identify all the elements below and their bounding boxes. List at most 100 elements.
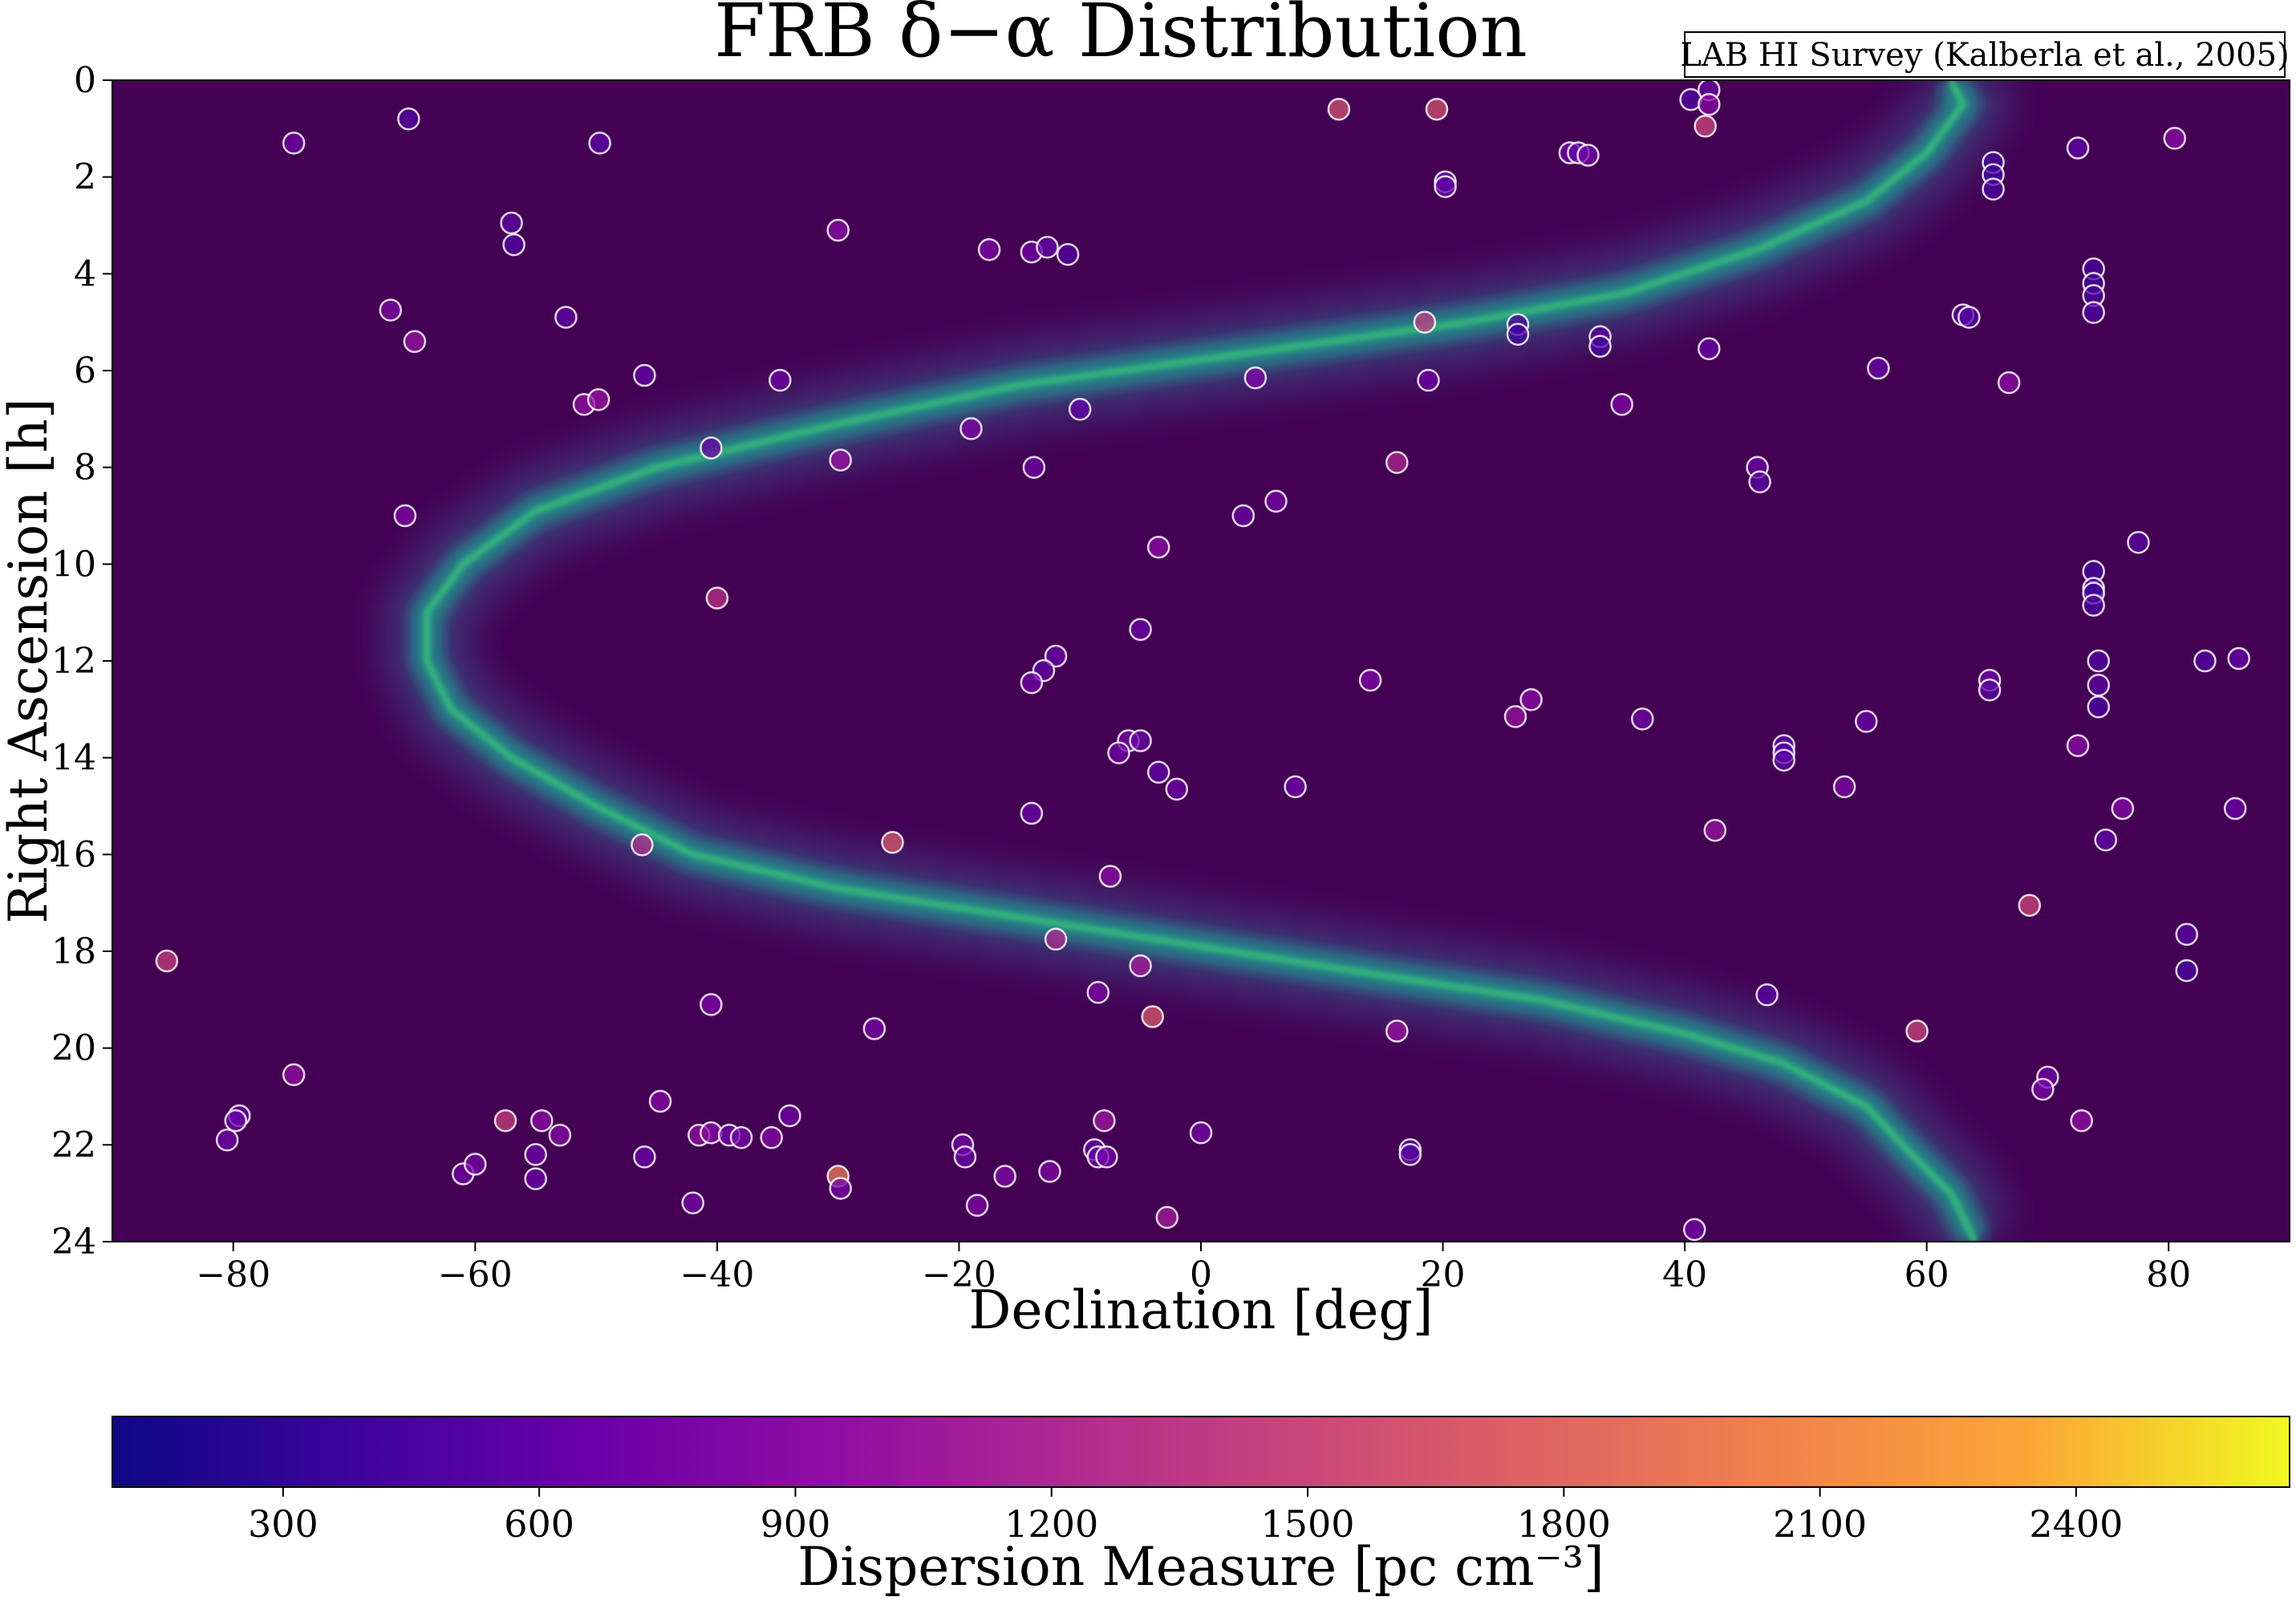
frb-point-0 <box>397 107 420 131</box>
colorbar-tick-label: 1200 <box>1004 1502 1098 1546</box>
frb-point-106 <box>155 949 179 973</box>
frb-point-137 <box>681 1191 704 1214</box>
frb-point-1 <box>282 132 306 155</box>
frb-point-73 <box>2087 649 2111 673</box>
frb-point-24 <box>1036 235 1059 259</box>
frb-point-48 <box>586 387 611 411</box>
frb-point-90 <box>2066 734 2090 757</box>
frb-point-52 <box>959 417 983 440</box>
frb-points <box>155 78 2250 1242</box>
frb-point-107 <box>1044 927 1068 951</box>
y-tick-label: 6 <box>74 351 96 391</box>
annotation-text: LAB HI Survey (Kalberla et al., 2005) <box>1680 37 2289 74</box>
frb-point-150 <box>1155 1206 1179 1230</box>
frb-point-76 <box>2193 649 2217 673</box>
frb-point-53 <box>829 448 852 472</box>
frb-point-51 <box>700 436 723 460</box>
colorbar-tick-label: 900 <box>761 1502 831 1546</box>
frb-point-134 <box>729 1126 753 1149</box>
frb-point-69 <box>1044 644 1068 668</box>
x-axis-ticks: −80 −60 −40 −20 0 20 40 60 80 <box>196 1242 2191 1295</box>
frb-point-79 <box>1978 678 2002 702</box>
frb-point-104 <box>2175 922 2199 946</box>
frb-point-148 <box>1093 1108 1116 1133</box>
x-tick-label: −20 <box>922 1254 996 1295</box>
frb-point-130 <box>633 1145 656 1169</box>
frb-point-71 <box>1020 671 1044 695</box>
frb-point-118 <box>2031 1077 2055 1101</box>
x-tick-label: 80 <box>2146 1254 2191 1295</box>
frb-point-60 <box>1264 489 1288 513</box>
y-tick-label: 18 <box>51 931 96 972</box>
x-tick-label: −60 <box>438 1254 513 1295</box>
frb-point-38 <box>1698 337 1721 361</box>
frb-point-93 <box>1284 775 1307 799</box>
frb-point-124 <box>530 1108 554 1133</box>
frb-point-8 <box>1694 115 1717 138</box>
y-tick-label: 24 <box>51 1222 96 1262</box>
frb-point-98 <box>2094 828 2118 852</box>
frb-point-114 <box>1385 1019 1409 1043</box>
frb-point-129 <box>464 1153 487 1176</box>
frb-point-7 <box>1698 92 1721 116</box>
y-tick-label: 20 <box>51 1028 96 1069</box>
frb-point-63 <box>705 586 729 610</box>
y-tick-label: 10 <box>51 544 96 585</box>
frb-point-20 <box>502 233 525 257</box>
y-tick-label: 22 <box>51 1125 96 1165</box>
frb-point-10 <box>2066 136 2090 160</box>
x-tick-label: 0 <box>1190 1254 1212 1295</box>
frb-point-135 <box>760 1126 783 1149</box>
frb-point-110 <box>1086 981 1110 1004</box>
frb-point-109 <box>700 993 723 1016</box>
frb-point-55 <box>1385 451 1409 474</box>
x-tick-label: −40 <box>679 1254 754 1295</box>
frb-point-112 <box>1755 983 1779 1007</box>
frb-point-62 <box>2127 530 2150 554</box>
frb-point-31 <box>554 306 578 329</box>
x-tick-label: 20 <box>1421 1254 1466 1295</box>
frb-point-141 <box>953 1145 977 1169</box>
frb-point-22 <box>977 237 1001 261</box>
frb-point-77 <box>2227 646 2250 671</box>
frb-point-42 <box>769 368 792 392</box>
frb-point-108 <box>1129 954 1152 978</box>
y-tick-label: 2 <box>74 157 96 198</box>
y-axis-label: Right Ascension [h] <box>0 398 59 923</box>
frb-point-111 <box>1141 1005 1164 1028</box>
frb-point-44 <box>1417 368 1440 392</box>
frb-point-49 <box>1068 398 1092 421</box>
frb-point-152 <box>1398 1143 1422 1166</box>
x-tick-label: 40 <box>1662 1254 1707 1295</box>
frb-point-50 <box>1610 392 1633 416</box>
colorbar-tick-label: 300 <box>248 1502 318 1546</box>
frb-point-25 <box>1056 242 1080 266</box>
y-tick-label: 8 <box>74 448 96 488</box>
frb-point-58 <box>393 504 417 528</box>
frb-point-126 <box>524 1143 547 1166</box>
frb-point-147 <box>1095 1145 1118 1169</box>
frb-point-115 <box>1905 1019 1929 1043</box>
frb-point-127 <box>524 1167 547 1190</box>
frb-point-29 <box>2082 301 2105 324</box>
frb-point-91 <box>1146 760 1170 784</box>
frb-point-101 <box>1703 818 1727 842</box>
frb-point-41 <box>633 363 656 387</box>
frb-point-97 <box>2223 796 2247 821</box>
x-tick-label: 60 <box>1905 1254 1949 1295</box>
frb-point-86 <box>1107 741 1130 764</box>
frb-point-19 <box>500 211 523 235</box>
colorbar-tick-label: 1500 <box>1261 1502 1355 1546</box>
hi-survey-background <box>112 80 2290 1242</box>
frb-point-16 <box>1982 177 2005 201</box>
frb-point-149 <box>1189 1121 1213 1145</box>
frb-point-96 <box>2111 796 2135 821</box>
y-tick-label: 4 <box>74 253 96 294</box>
frb-point-21 <box>826 218 850 242</box>
frb-point-113 <box>862 1017 886 1040</box>
colorbar-tick-label: 2100 <box>1773 1502 1867 1546</box>
x-tick-label: −80 <box>196 1254 270 1295</box>
frb-point-105 <box>2175 959 2199 983</box>
frb-point-43 <box>1243 366 1268 390</box>
